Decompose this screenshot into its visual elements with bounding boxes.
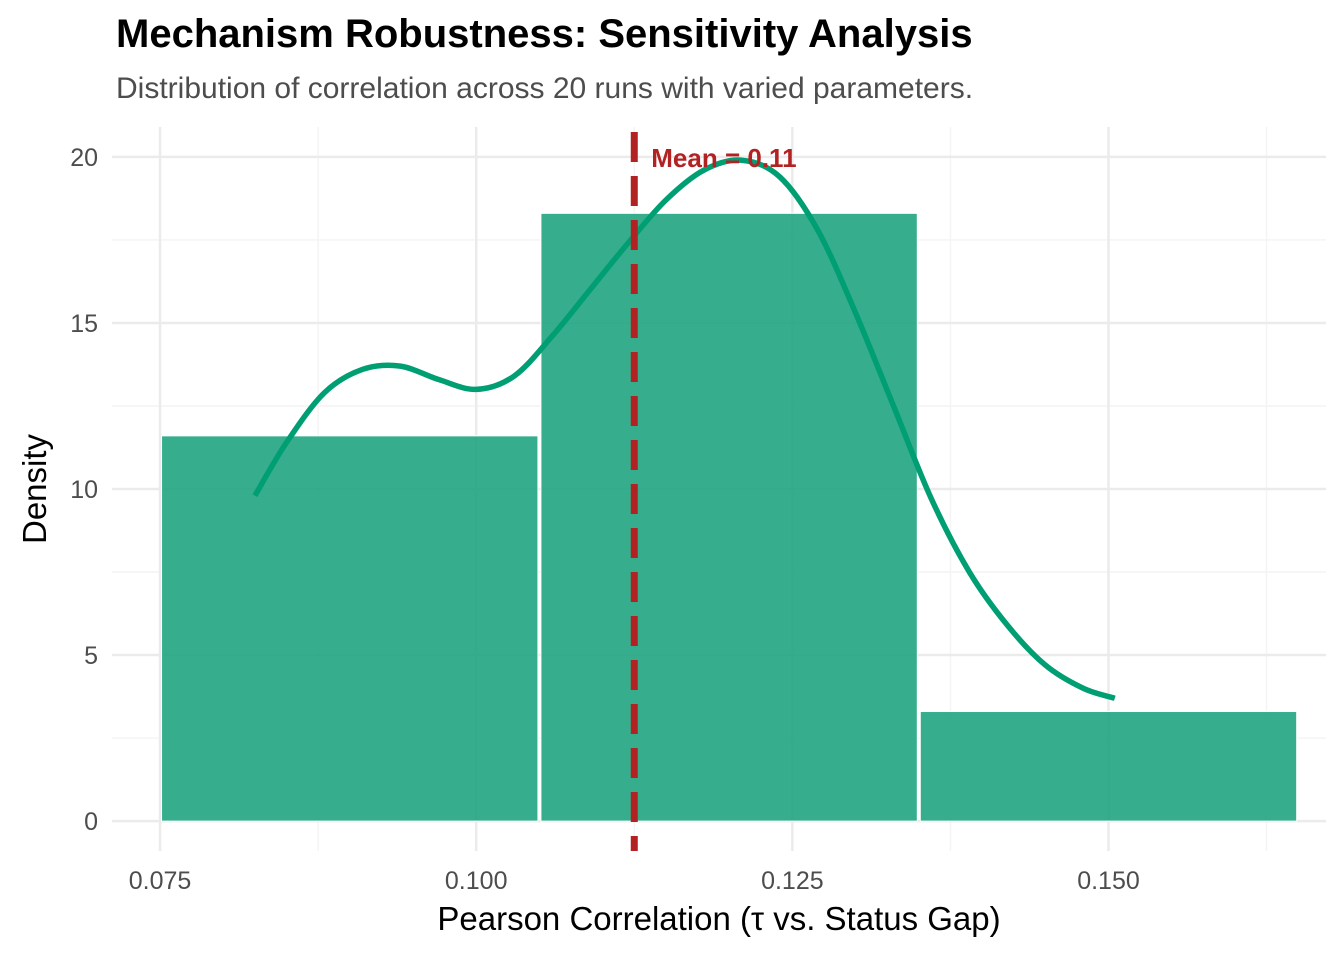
y-tick-label: 5 [84, 642, 98, 670]
x-axis-title: Pearson Correlation (τ vs. Status Gap) [437, 900, 1000, 937]
histogram-bar-1 [161, 435, 539, 822]
histogram-bar-2 [540, 212, 918, 822]
x-tick-label: 0.075 [129, 867, 192, 895]
histogram-bars [161, 212, 1298, 822]
y-tick-label: 20 [70, 144, 98, 172]
mean-line-group: Mean = 0.11 [630, 132, 797, 851]
histogram-bar-3 [919, 711, 1298, 822]
y-tick-label: 10 [70, 476, 98, 504]
y-tick-label: 0 [84, 808, 98, 836]
y-axis-title: Density [16, 433, 53, 544]
x-tick-label: 0.150 [1077, 867, 1140, 895]
density-curve-group [252, 157, 1116, 701]
chart-title: Mechanism Robustness: Sensitivity Analys… [116, 12, 973, 56]
y-tick-label: 15 [70, 310, 98, 338]
x-tick-label: 0.100 [445, 867, 508, 895]
chart-subtitle: Distribution of correlation across 20 ru… [116, 72, 974, 105]
mean-annotation: Mean = 0.11 [651, 143, 796, 173]
x-tick-label: 0.125 [761, 867, 824, 895]
density-curve [252, 157, 1116, 701]
tick-labels: 0.075 0.100 0.125 0.150 0 5 10 15 20 [70, 144, 1140, 895]
